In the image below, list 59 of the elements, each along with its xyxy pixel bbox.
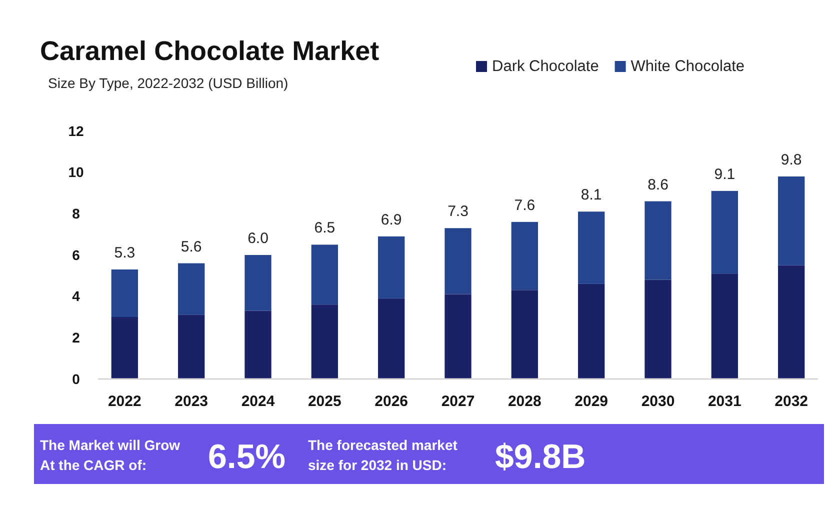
- x-tick-label: 2031: [708, 393, 742, 410]
- bar: [444, 228, 472, 294]
- x-tick-label: 2025: [308, 393, 342, 410]
- bar: [111, 269, 138, 317]
- x-tick-label: 2024: [241, 393, 276, 410]
- y-tick-label: 10: [68, 164, 84, 180]
- legend-label: Dark Chocolate: [492, 58, 599, 75]
- total-label: 9.1: [714, 166, 736, 183]
- bar: [244, 255, 272, 311]
- text: The forecasted market size for 2032 in USD:: [308, 437, 458, 473]
- chart-subtitle: Size By Type, 2022-2032 (USD Billion): [48, 75, 288, 91]
- total-label: 6.5: [314, 220, 336, 237]
- bar: [311, 244, 338, 305]
- total-label: 9.8: [780, 151, 802, 168]
- y-tick-label: 2: [72, 330, 80, 346]
- text: $9.8B: [495, 438, 586, 476]
- y-tick-label: 12: [68, 122, 84, 139]
- bar: [711, 274, 738, 379]
- bar: [578, 284, 605, 379]
- chart-title: Caramel Chocolate Market: [40, 36, 380, 66]
- bar: [711, 190, 738, 274]
- bar: [111, 317, 138, 379]
- y-tick-label: 8: [72, 206, 80, 222]
- bar: [178, 263, 205, 315]
- x-tick-label: 2032: [774, 393, 808, 410]
- total-label: 6.9: [380, 211, 402, 228]
- bar: [644, 280, 672, 379]
- bar: [311, 304, 338, 379]
- x-tick-label: 2026: [374, 393, 408, 410]
- x-tick-label: 2023: [174, 393, 208, 410]
- y-tick-label: 6: [72, 246, 80, 263]
- total-label: 6.0: [248, 230, 268, 247]
- x-tick-label: 2029: [574, 393, 608, 410]
- x-tick-label: 2027: [441, 393, 475, 410]
- x-tick-label: 2028: [508, 393, 542, 410]
- total-label: 7.6: [514, 196, 536, 214]
- bar: [511, 290, 538, 379]
- x-tick-label: 2022: [108, 393, 142, 410]
- total-label: 8.1: [580, 186, 602, 204]
- bar: [178, 314, 205, 379]
- total-label: 5.6: [180, 238, 202, 256]
- bar: [644, 201, 672, 280]
- bar: [378, 298, 405, 379]
- bar: [378, 236, 405, 298]
- bar: [778, 265, 805, 379]
- total-label: 5.3: [114, 244, 136, 262]
- text: The Market will Grow At the CAGR of:: [40, 437, 180, 473]
- bar: [578, 212, 605, 284]
- total-label: 8.6: [648, 176, 668, 194]
- bar: [444, 294, 472, 379]
- x-tick-label: 2030: [641, 393, 675, 410]
- bar: [511, 222, 538, 290]
- legend-label: White Chocolate: [630, 58, 745, 75]
- y-tick-label: 4: [72, 288, 80, 304]
- bar: [778, 176, 805, 266]
- total-label: 7.3: [448, 203, 468, 220]
- text: 6.5%: [208, 438, 286, 476]
- y-tick-label: 0: [72, 370, 80, 387]
- bar: [244, 310, 272, 379]
